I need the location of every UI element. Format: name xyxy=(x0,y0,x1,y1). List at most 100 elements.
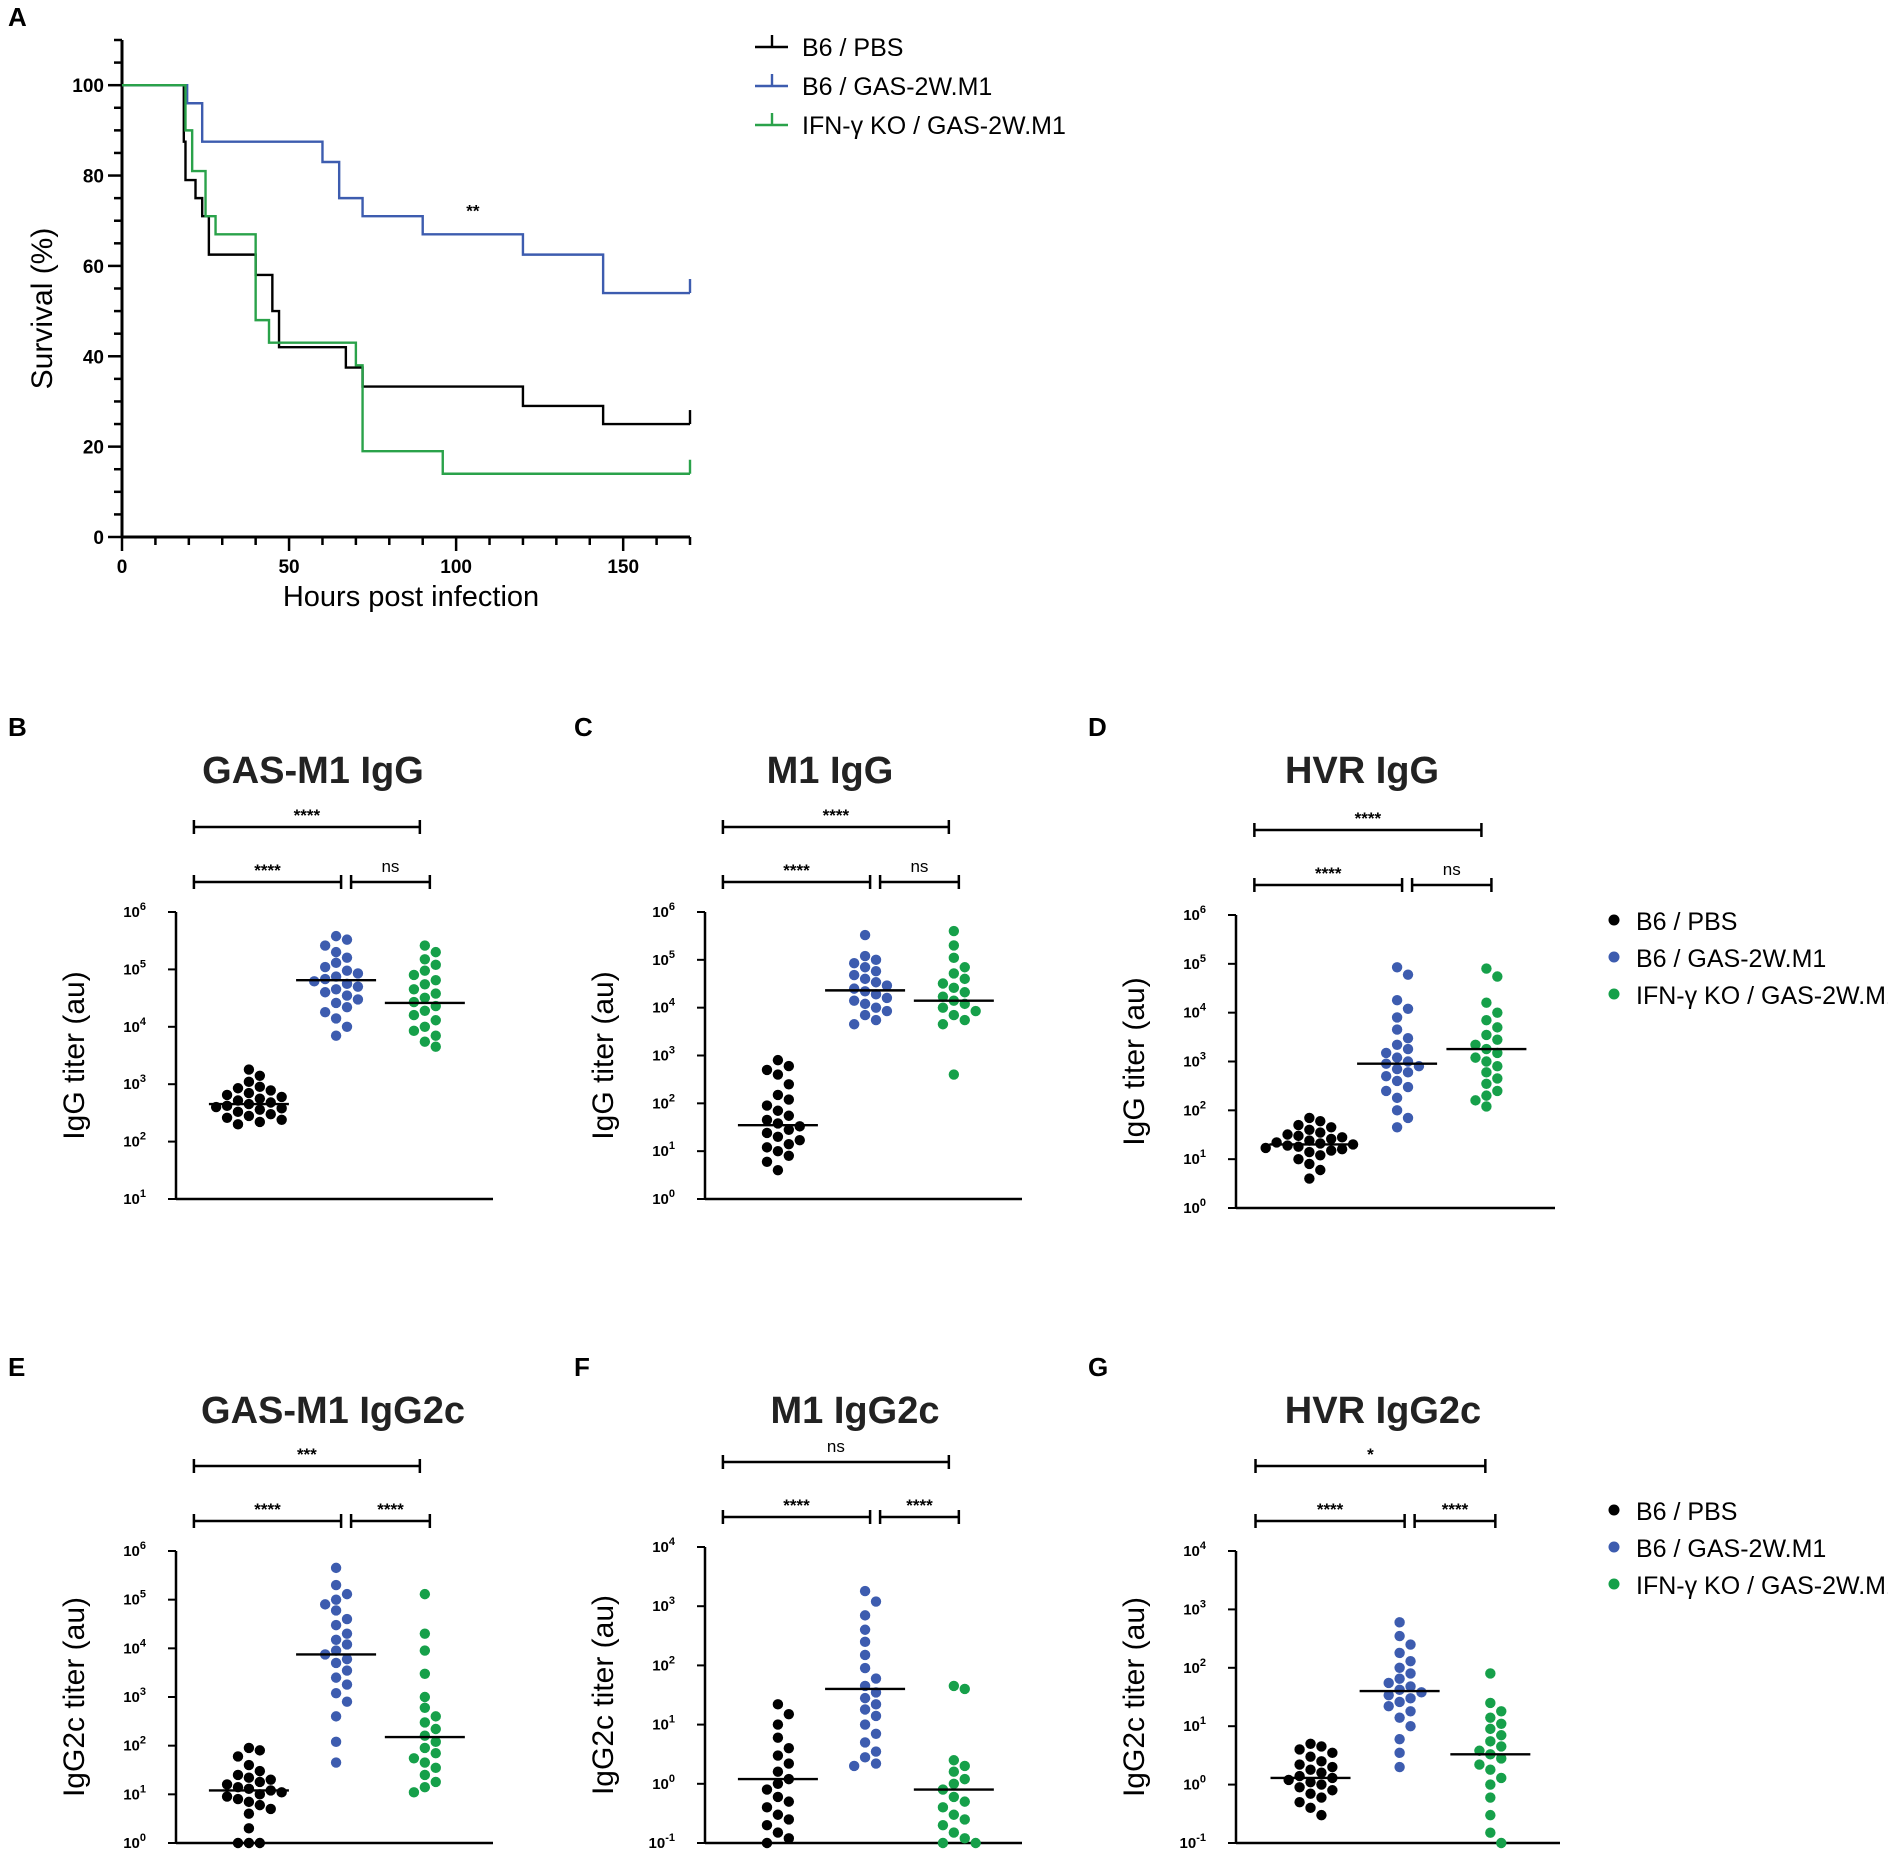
data-point-0 xyxy=(1326,1122,1337,1133)
data-point-1 xyxy=(870,1728,882,1739)
data-point-2 xyxy=(1485,1736,1496,1747)
data-point-1 xyxy=(881,992,893,1004)
significance-label: **** xyxy=(294,806,321,825)
data-point-2 xyxy=(1485,1827,1496,1838)
y-tick-label: 101 xyxy=(1183,1715,1206,1735)
data-point-1 xyxy=(1391,1052,1403,1063)
data-point-1 xyxy=(352,994,364,1005)
y-tick-label: 106 xyxy=(123,1540,146,1560)
x-tick-label: 50 xyxy=(278,557,299,578)
data-point-1 xyxy=(1402,1112,1414,1124)
data-point-1 xyxy=(859,1636,871,1648)
data-point-0 xyxy=(761,1802,773,1813)
data-point-2 xyxy=(430,974,441,986)
y-tick-label: 102 xyxy=(123,1131,146,1151)
data-point-1 xyxy=(330,1013,342,1024)
data-point-2 xyxy=(1496,1753,1507,1764)
data-point-0 xyxy=(1315,1115,1326,1127)
data-point-1 xyxy=(1402,1081,1414,1093)
data-point-0 xyxy=(232,1751,244,1762)
data-point-2 xyxy=(419,992,431,1004)
y-axis-label: IgG2c titer (au) xyxy=(587,1595,620,1795)
data-point-2 xyxy=(419,1588,431,1600)
data-point-1 xyxy=(870,1699,882,1710)
data-point-2 xyxy=(948,1791,960,1803)
y-tick-label: 104 xyxy=(1183,1540,1207,1560)
y-tick-label: 106 xyxy=(1183,904,1206,924)
data-point-1 xyxy=(1394,1662,1405,1674)
data-point-1 xyxy=(341,1588,353,1600)
data-point-2 xyxy=(937,1837,949,1849)
panel-e: E GAS-M1 IgG2c IgG2c titer (au) 100 101 102 10… xyxy=(8,1352,493,1852)
significance-label: **** xyxy=(254,1500,281,1519)
data-point-1 xyxy=(870,1673,882,1684)
significance-label: **** xyxy=(906,1496,933,1515)
data-point-1 xyxy=(341,1021,353,1032)
data-point-2 xyxy=(408,1787,420,1798)
data-point-1 xyxy=(848,1760,860,1772)
data-point-0 xyxy=(276,1114,287,1125)
significance-label: * xyxy=(1367,1445,1374,1464)
y-tick-label: 102 xyxy=(1183,1657,1206,1677)
data-point-1 xyxy=(870,965,882,977)
data-point-1 xyxy=(1394,1761,1405,1773)
data-point-2 xyxy=(1485,1697,1496,1709)
data-point-0 xyxy=(265,1085,276,1096)
data-point-2 xyxy=(419,1769,431,1781)
panel-label: F xyxy=(574,1352,590,1382)
y-axis-label: IgG2c titer (au) xyxy=(58,1597,91,1797)
data-point-1 xyxy=(859,1719,871,1730)
data-point-1 xyxy=(1416,1687,1427,1698)
data-point-1 xyxy=(1405,1668,1416,1679)
data-point-0 xyxy=(761,1100,773,1111)
data-point-1 xyxy=(319,1006,331,1018)
data-point-1 xyxy=(352,981,364,992)
data-point-0 xyxy=(254,1776,266,1788)
data-point-0 xyxy=(1316,1809,1327,1821)
data-point-1 xyxy=(341,1679,353,1690)
data-point-0 xyxy=(783,1094,795,1105)
data-point-0 xyxy=(254,1081,266,1093)
data-point-1 xyxy=(330,1687,342,1699)
data-point-0 xyxy=(794,1134,805,1146)
y-tick-label: 101 xyxy=(123,1188,146,1208)
data-point-2 xyxy=(948,925,960,937)
data-point-0 xyxy=(1316,1792,1327,1803)
data-point-1 xyxy=(1391,1075,1403,1087)
data-point-2 xyxy=(1492,1007,1503,1018)
data-point-1 xyxy=(848,958,860,969)
data-point-1 xyxy=(1402,1067,1414,1078)
y-tick-label: 105 xyxy=(123,1589,146,1609)
data-point-0 xyxy=(276,1091,287,1103)
data-point-2 xyxy=(970,1005,981,1017)
data-point-2 xyxy=(419,1757,431,1768)
data-point-0 xyxy=(254,1789,266,1800)
y-tick-label: 102 xyxy=(652,1092,675,1112)
data-point-1 xyxy=(859,1737,871,1748)
y-tick-label: 105 xyxy=(652,949,675,969)
data-point-0 xyxy=(1327,1761,1338,1773)
data-point-0 xyxy=(783,1758,795,1769)
data-point-1 xyxy=(859,1610,871,1621)
data-point-1 xyxy=(881,1005,893,1017)
data-point-0 xyxy=(761,1819,773,1831)
data-point-0 xyxy=(243,1772,255,1783)
data-point-1 xyxy=(1394,1733,1405,1745)
data-point-0 xyxy=(221,1089,233,1101)
data-point-0 xyxy=(1336,1143,1348,1155)
data-point-1 xyxy=(1380,1071,1392,1082)
significance-label: ns xyxy=(827,1437,845,1456)
data-point-0 xyxy=(243,1837,255,1849)
x-tick-label: 0 xyxy=(117,557,128,578)
data-point-0 xyxy=(772,1131,784,1142)
data-point-2 xyxy=(1485,1723,1496,1735)
data-point-1 xyxy=(341,965,353,976)
data-point-2 xyxy=(430,959,441,971)
data-point-2 xyxy=(959,987,970,998)
data-point-0 xyxy=(783,1110,795,1121)
data-point-0 xyxy=(254,1799,266,1811)
data-point-1 xyxy=(1402,969,1414,980)
data-point-1 xyxy=(1383,1701,1394,1712)
data-point-0 xyxy=(761,1156,773,1167)
data-point-0 xyxy=(772,1778,784,1790)
